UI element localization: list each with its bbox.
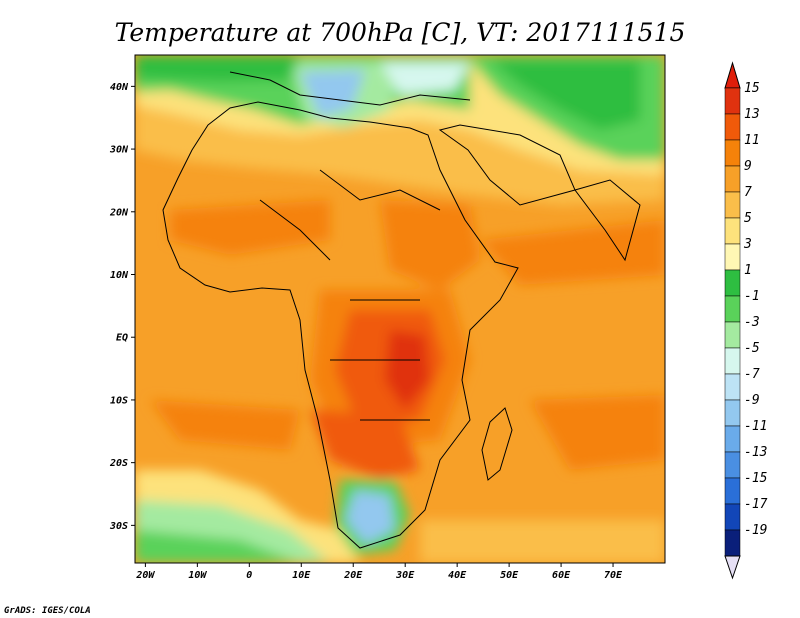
colorbar-swatch-8 xyxy=(724,295,741,323)
lat-label-6: 20S xyxy=(109,458,128,469)
lat-label-1: 30N xyxy=(109,145,129,156)
colorbar-label-12: -9 xyxy=(744,393,760,408)
colorbar-top-arrow xyxy=(724,61,741,89)
colorbar-label-4: 7 xyxy=(744,185,752,200)
colorbar-swatch-9 xyxy=(724,321,741,349)
colorbar-swatch-16 xyxy=(724,503,741,531)
colorbar-label-7: 1 xyxy=(744,263,752,278)
colorbar-swatch-1 xyxy=(724,113,741,141)
colorbar-label-14: -13 xyxy=(744,445,767,460)
temperature-field xyxy=(135,55,665,563)
lon-label-7: 50E xyxy=(500,570,519,581)
lon-label-5: 30E xyxy=(395,570,415,581)
colorbar-swatch-15 xyxy=(724,477,741,505)
colorbar-swatch-11 xyxy=(724,373,741,401)
colorbar-label-1: 13 xyxy=(744,107,760,122)
lon-label-9: 70E xyxy=(604,570,623,581)
credit-label: GrADS: IGES/COLA xyxy=(4,606,91,616)
lon-label-8: 60E xyxy=(552,570,571,581)
colorbar-swatch-7 xyxy=(724,269,741,297)
colorbar-label-9: -3 xyxy=(744,315,760,330)
page-title: Temperature at 700hPa [C], VT: 201711151… xyxy=(115,18,686,47)
colorbar-label-6: 3 xyxy=(743,237,752,252)
colorbar-label-15: -15 xyxy=(744,471,768,486)
colorbar-swatch-0 xyxy=(724,87,741,115)
colorbar-label-2: 11 xyxy=(744,133,760,148)
colorbar-swatch-5 xyxy=(724,217,741,245)
colorbar-swatch-2 xyxy=(724,139,741,167)
colorbar-swatch-17 xyxy=(724,529,741,557)
colorbar-swatch-6 xyxy=(724,243,741,271)
lat-label-7: 30S xyxy=(109,521,128,532)
colorbar-label-0: 15 xyxy=(744,81,760,96)
longitude-labels: 20W 10W 0 10E 20E 30E 40E 50E 60E 70E xyxy=(135,563,623,581)
lon-label-1: 10W xyxy=(188,570,207,581)
lat-label-0: 40N xyxy=(110,82,129,93)
lat-label-4: EQ xyxy=(116,333,128,344)
colorbar-label-11: -7 xyxy=(744,367,760,382)
colorbar-swatch-13 xyxy=(724,425,741,453)
map-frame xyxy=(134,54,666,564)
latitude-labels: 40N 30N 20N 10N EQ 10S 20S 30S xyxy=(109,82,135,532)
colorbar: 15 13 11 9 7 5 3 1 -1 -3 -5 -7 -9 -11 -13 -15 -17 -19 xyxy=(724,61,768,580)
lat-label-5: 10S xyxy=(110,395,128,406)
colorbar-label-17: -19 xyxy=(744,523,767,538)
lon-label-2: 0 xyxy=(246,570,252,581)
colorbar-swatch-14 xyxy=(724,451,741,479)
lon-label-6: 40E xyxy=(448,570,467,581)
lon-label-4: 20E xyxy=(343,570,363,581)
colorbar-label-13: -11 xyxy=(744,419,767,434)
lat-label-3: 10N xyxy=(110,270,129,281)
colorbar-swatch-3 xyxy=(724,165,741,193)
colorbar-swatch-4 xyxy=(724,191,741,219)
colorbar-label-16: -17 xyxy=(744,497,768,512)
colorbar-label-3: 9 xyxy=(744,159,752,174)
coastlines xyxy=(162,71,641,549)
colorbar-label-5: 5 xyxy=(744,211,752,226)
lon-label-3: 10E xyxy=(292,570,311,581)
colorbar-swatch-10 xyxy=(724,347,741,375)
colorbar-bottom-arrow xyxy=(724,555,741,580)
lat-label-2: 20N xyxy=(109,207,129,218)
colorbar-label-10: -5 xyxy=(744,341,760,356)
lon-label-0: 20W xyxy=(135,570,155,581)
colorbar-label-8: -1 xyxy=(744,289,760,304)
colorbar-swatch-12 xyxy=(724,399,741,427)
